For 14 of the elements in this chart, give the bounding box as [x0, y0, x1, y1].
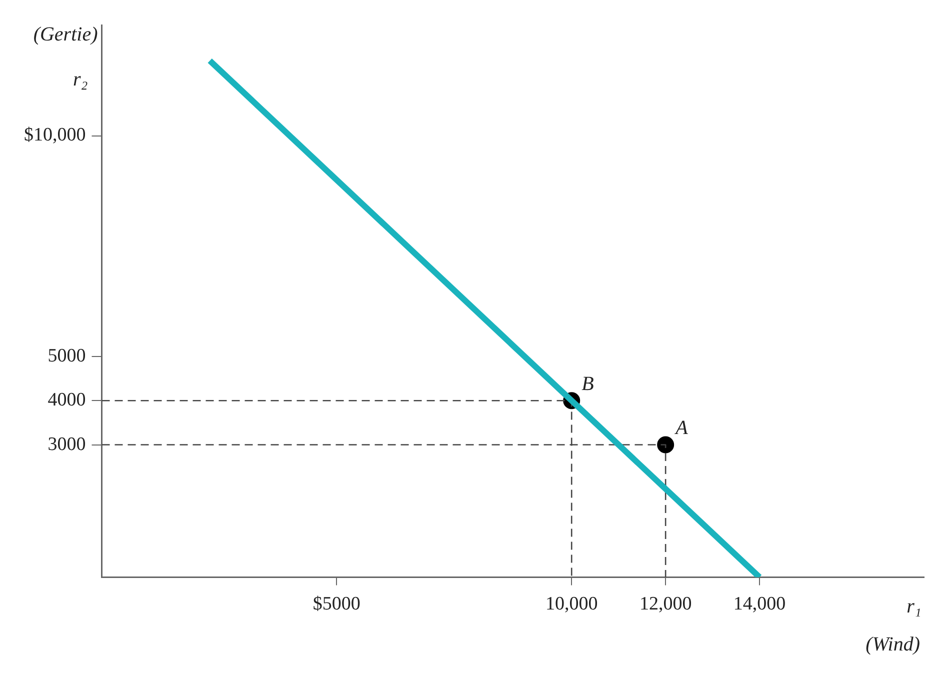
- y-tick-label: $10,000: [24, 124, 86, 146]
- annotation: B: [582, 372, 594, 395]
- y-tick-label: 5000: [48, 345, 86, 366]
- y-tick-label: 4000: [48, 390, 86, 411]
- x-tick-label: $5000: [312, 594, 360, 615]
- text: (Wind): [866, 633, 920, 656]
- y-tick-label: 3000: [48, 434, 86, 455]
- y-axis-title: r₂: [73, 68, 88, 91]
- annotation: A: [674, 417, 689, 440]
- x-tick-label: 10,000: [545, 594, 598, 615]
- x-tick-label: 12,000: [639, 594, 692, 615]
- text: (Gertie): [33, 24, 98, 46]
- x-axis-title: r₁: [906, 595, 922, 618]
- x-tick-label: 14,000: [733, 594, 786, 615]
